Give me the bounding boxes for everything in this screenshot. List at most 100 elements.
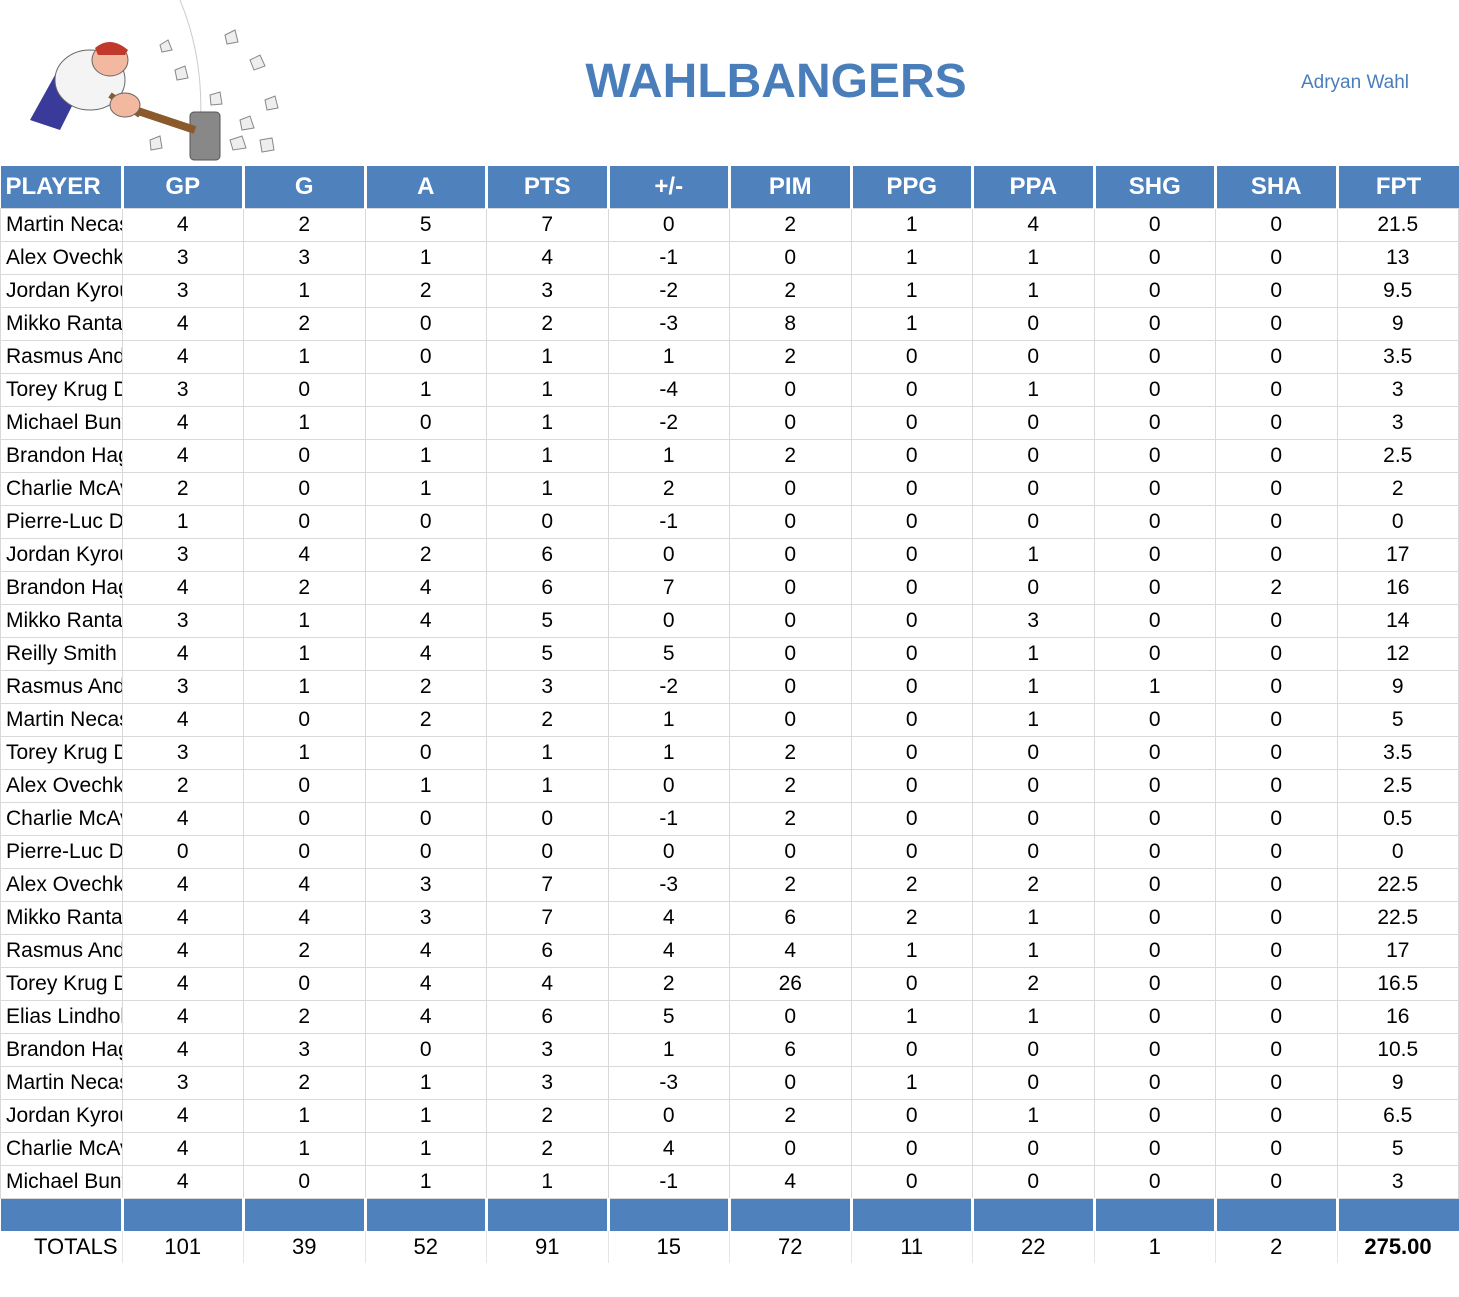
player-name: Jordan Kyrou C | STL — [0, 538, 123, 572]
stat-cell: -3 — [607, 307, 730, 341]
stat-cell: 1 — [607, 736, 730, 770]
stat-cell: 0 — [1093, 637, 1216, 671]
stat-cell: 3 — [121, 274, 244, 308]
stat-cell: 1 — [243, 604, 366, 638]
stat-cell: 0 — [243, 505, 366, 539]
stat-cell: 9 — [1336, 1066, 1459, 1100]
stat-cell: 0 — [1093, 769, 1216, 803]
stat-cell: 1 — [972, 670, 1095, 704]
stat-cell: 17 — [1336, 934, 1459, 968]
stat-cell: 6 — [486, 1000, 609, 1034]
player-name: Jordan Kyrou C | STL — [0, 1099, 123, 1133]
stat-cell: 0 — [729, 1066, 852, 1100]
stat-cell: 2 — [729, 439, 852, 473]
stat-cell: 17 — [1336, 538, 1459, 572]
stat-cell: 0 — [1093, 736, 1216, 770]
stat-cell: 3 — [364, 868, 487, 902]
stat-cell: 4 — [607, 901, 730, 935]
stat-cell: 4 — [121, 637, 244, 671]
stat-cell: 0 — [729, 1000, 852, 1034]
stat-cell: -4 — [607, 373, 730, 407]
stat-cell: 4 — [121, 1033, 244, 1067]
stat-cell: 1 — [972, 934, 1095, 968]
stat-cell: 4 — [607, 1132, 730, 1166]
stat-cell: 0 — [607, 538, 730, 572]
stat-cell: 0 — [972, 472, 1095, 506]
spacer-cell — [363, 1198, 487, 1231]
stat-cell: 0 — [972, 802, 1095, 836]
stat-cell: 3 — [486, 1066, 609, 1100]
stat-cell: 4 — [121, 439, 244, 473]
stat-cell: 4 — [486, 241, 609, 275]
total-cell: 11 — [850, 1231, 973, 1263]
stat-cell: -2 — [607, 274, 730, 308]
stat-cell: 0 — [243, 769, 366, 803]
stat-cell: 0 — [1215, 637, 1338, 671]
stat-cell: 0 — [1093, 538, 1216, 572]
stat-cell: 0 — [850, 1132, 973, 1166]
stat-cell: 0 — [729, 505, 852, 539]
stat-cell: 0 — [607, 1099, 730, 1133]
stat-cell: 7 — [486, 208, 609, 242]
player-name: Torey Krug D | STL — [0, 967, 123, 1001]
stat-cell: 4 — [121, 307, 244, 341]
total-cell: 275.00 — [1336, 1231, 1459, 1263]
stat-cell: 0 — [1215, 472, 1338, 506]
stat-cell: 1 — [972, 274, 1095, 308]
stat-cell: 2 — [850, 868, 973, 902]
stat-cell: 0 — [243, 835, 366, 869]
stat-cell: 1 — [364, 769, 487, 803]
stat-cell: 2 — [364, 274, 487, 308]
stat-cell: 6 — [486, 934, 609, 968]
stat-cell: 0 — [1215, 604, 1338, 638]
player-row: Rasmus Andersson D | CGY41011200003.5 — [0, 340, 1459, 374]
stat-cell: 0 — [729, 241, 852, 275]
stat-cell: 0 — [1093, 1066, 1216, 1100]
stat-cell: 1 — [121, 505, 244, 539]
stat-cell: 3 — [486, 274, 609, 308]
stat-cell: 0 — [1093, 802, 1216, 836]
stat-cell: 0 — [364, 505, 487, 539]
stat-cell: 1 — [1093, 670, 1216, 704]
stat-cell: 1 — [972, 901, 1095, 935]
stat-cell: 4 — [121, 340, 244, 374]
stat-cell: 1 — [364, 439, 487, 473]
player-name: Rasmus Andersson D | CGY — [0, 934, 123, 968]
stat-cell: 4 — [121, 703, 244, 737]
stat-cell: 0 — [243, 703, 366, 737]
player-name: Charlie McAvoy D | BOS — [0, 802, 123, 836]
stat-cell: 1 — [364, 1066, 487, 1100]
stat-cell: 1 — [486, 472, 609, 506]
stat-cell: 5 — [607, 1000, 730, 1034]
column-header: A — [363, 166, 487, 209]
stat-cell: 2 — [243, 934, 366, 968]
stat-cell: 0 — [972, 769, 1095, 803]
stat-cell: 4 — [121, 901, 244, 935]
stat-cell: 0 — [850, 1099, 973, 1133]
stat-cell: 0 — [1215, 340, 1338, 374]
player-row: Charlie McAvoy D | BOS41124000005 — [0, 1132, 1459, 1166]
stat-cell: 0 — [1215, 406, 1338, 440]
player-name: Charlie McAvoy D | BOS — [0, 1132, 123, 1166]
stat-cell: 0 — [729, 373, 852, 407]
column-header: PLAYER — [0, 166, 122, 209]
stat-cell: 2 — [486, 1132, 609, 1166]
player-name: Brandon Hagel LW | TB — [0, 571, 123, 605]
stat-cell: 0 — [364, 736, 487, 770]
column-header: GP — [120, 166, 244, 209]
stat-cell: 3 — [1336, 1165, 1459, 1199]
stat-cell: 0 — [243, 439, 366, 473]
stat-cell: 1 — [243, 406, 366, 440]
player-row: Brandon Hagel LW | TB424670000216 — [0, 571, 1459, 605]
stat-cell: 0 — [486, 505, 609, 539]
stat-cell: 0 — [972, 406, 1095, 440]
stat-cell: 0 — [1093, 241, 1216, 275]
stat-cell: 3 — [121, 1066, 244, 1100]
stat-cell: 0 — [850, 1033, 973, 1067]
player-row: Brandon Hagel LW | TB40111200002.5 — [0, 439, 1459, 473]
stat-cell: 2.5 — [1336, 439, 1459, 473]
stat-cell: 0 — [972, 505, 1095, 539]
